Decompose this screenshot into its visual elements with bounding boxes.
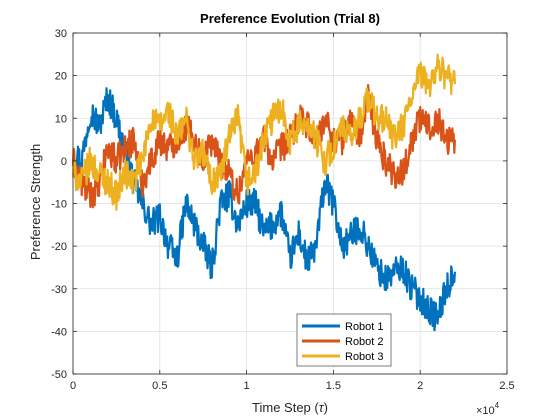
legend-label-robot-1: Robot 1 (345, 321, 384, 333)
y-tick-label: 30 (55, 28, 67, 40)
series-line-robot-3 (71, 53, 456, 211)
x-tick-label: 2.5 (499, 380, 514, 392)
x-exponent-label: ×104 (476, 401, 500, 417)
y-axis-label: Preference Strength (28, 144, 43, 260)
x-tick-label: 1.5 (326, 380, 341, 392)
x-tick-label: 2 (417, 380, 423, 392)
y-tick-label: -50 (51, 369, 67, 381)
y-tick-label: -40 (51, 326, 67, 338)
chart-title: Preference Evolution (Trial 8) (200, 11, 380, 26)
y-tick-label: 10 (55, 113, 67, 125)
x-tick-labels: 0 0.5 1 1.5 2 2.5 (70, 380, 515, 392)
y-tick-label: 0 (61, 156, 67, 168)
y-tick-label: -30 (51, 284, 67, 296)
ticks (72, 32, 508, 375)
x-tick-label: 0 (70, 380, 76, 392)
y-tick-labels: 30 20 10 0 -10 -20 -30 -40 -50 (51, 28, 67, 381)
y-tick-label: 20 (55, 71, 67, 83)
y-tick-label: -10 (51, 199, 67, 211)
legend-label-robot-2: Robot 2 (345, 336, 384, 348)
series-layer (71, 53, 456, 332)
x-axis-label: Time Step (τ) (252, 400, 328, 415)
legend-label-robot-3: Robot 3 (345, 351, 384, 363)
legend: Robot 1 Robot 2 Robot 3 (296, 313, 392, 367)
x-tick-label: 0.5 (152, 380, 167, 392)
y-tick-label: -20 (51, 241, 67, 253)
x-tick-label: 1 (244, 380, 250, 392)
